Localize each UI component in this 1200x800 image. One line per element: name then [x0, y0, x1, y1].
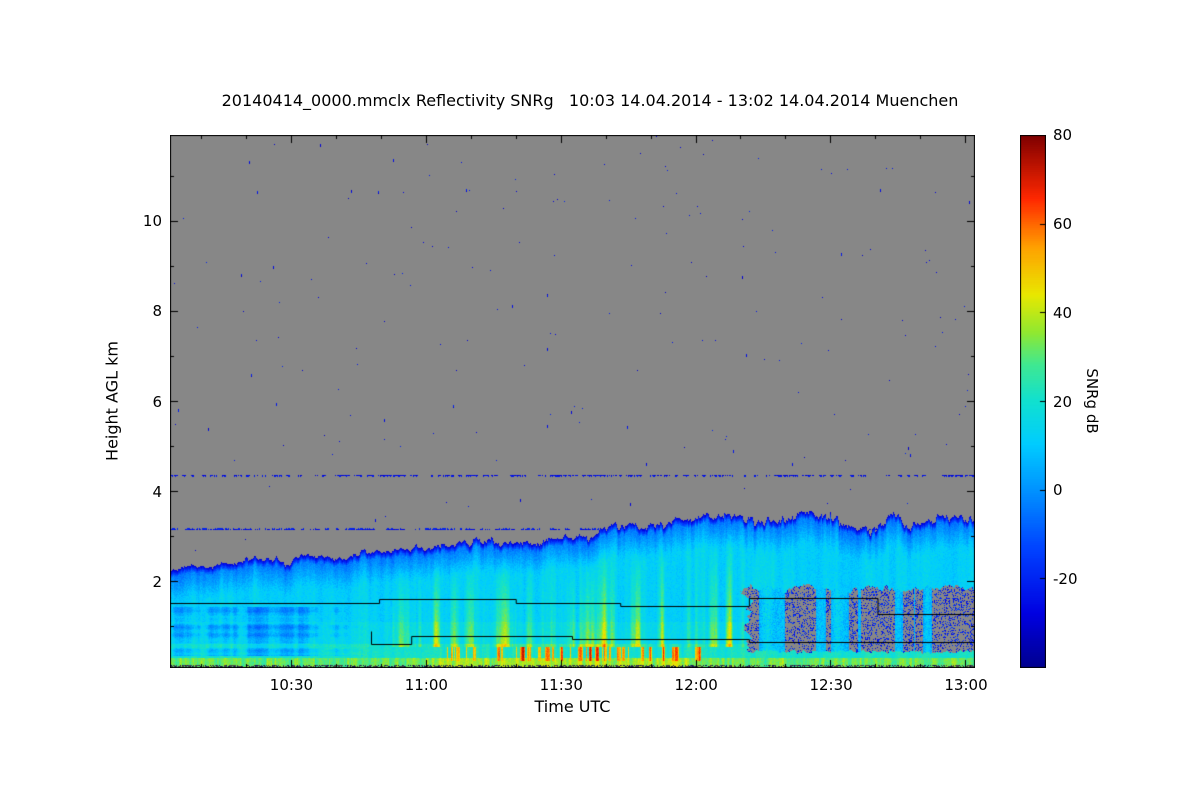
heatmap-plot-area [170, 135, 975, 668]
colorbar [1020, 135, 1046, 668]
y-tick-label: 10 [142, 211, 162, 230]
y-tick-label: 4 [152, 482, 162, 501]
colorbar-tick-label: 20 [1053, 392, 1073, 411]
y-tick-label: 8 [152, 302, 162, 321]
colorbar-tick-label: -20 [1053, 570, 1078, 589]
colorbar-tick-label: 80 [1053, 126, 1073, 144]
x-tick-label: 13:00 [944, 676, 988, 694]
x-tick-label: 12:00 [674, 676, 718, 694]
colorbar-tick-label: 0 [1053, 481, 1063, 500]
x-tick-label: 11:30 [539, 676, 583, 694]
chart-title: 20140414_0000.mmclx Reflectivity SNRg 10… [221, 91, 959, 110]
x-tick-label: 10:30 [269, 676, 314, 694]
x-tick-label: 12:30 [809, 676, 853, 694]
colorbar-label: SNRg dB [1083, 368, 1101, 434]
colorbar-tick-label: 60 [1053, 214, 1073, 233]
y-tick-label: 6 [152, 392, 162, 411]
colorbar-tick-label: 40 [1053, 303, 1073, 322]
y-tick-label: 2 [152, 573, 162, 592]
x-tick-label: 11:00 [404, 676, 448, 694]
x-axis-label: Time UTC [534, 697, 611, 716]
